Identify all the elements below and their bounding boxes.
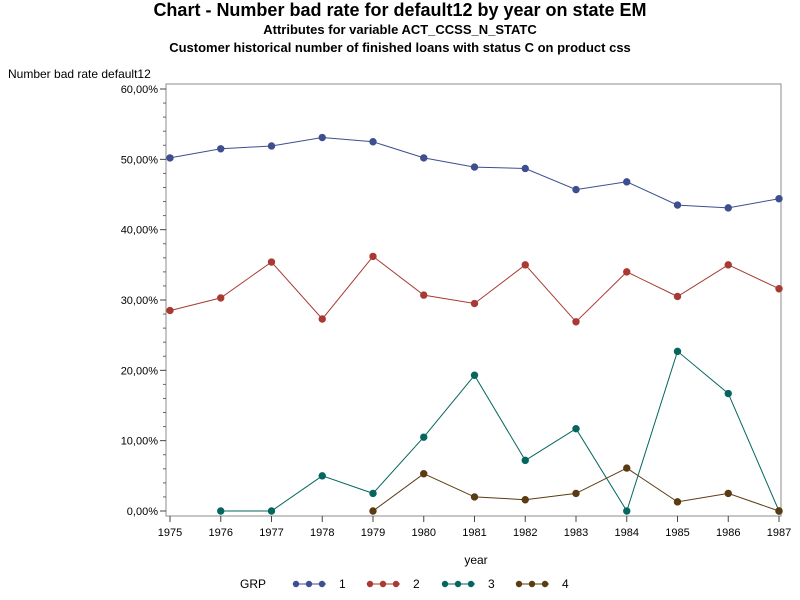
chart-subtitle-2: Customer historical number of finished l… xyxy=(169,40,631,55)
data-point xyxy=(623,178,631,186)
y-tick-label: 30,00% xyxy=(121,295,159,307)
data-point xyxy=(217,507,225,515)
x-tick-label: 1984 xyxy=(615,527,639,539)
data-point xyxy=(369,252,377,261)
legend-swatch xyxy=(441,580,475,588)
series-line xyxy=(220,350,780,513)
legend-swatch xyxy=(515,580,549,588)
legend-swatch xyxy=(292,580,326,588)
chart-subtitle-1: Attributes for variable ACT_CCSS_N_STATC xyxy=(263,22,537,37)
data-point xyxy=(470,493,479,501)
data-point xyxy=(267,258,276,266)
series-line xyxy=(169,255,780,323)
data-point xyxy=(470,163,479,171)
series-layer xyxy=(166,133,783,515)
data-point xyxy=(166,306,174,315)
data-point xyxy=(166,154,174,162)
x-tick-label: 1982 xyxy=(513,527,537,539)
data-point xyxy=(521,261,529,269)
x-tick-label: 1987 xyxy=(767,527,791,539)
data-point xyxy=(420,433,428,441)
x-tick-label: 1979 xyxy=(361,527,385,539)
data-point xyxy=(724,389,732,398)
series-line xyxy=(372,467,780,512)
data-point xyxy=(673,292,682,301)
data-point xyxy=(623,507,631,515)
data-point xyxy=(724,489,732,498)
x-tick-label: 1980 xyxy=(412,527,436,539)
data-point xyxy=(420,470,428,478)
data-point xyxy=(572,489,580,498)
legend-label: 1 xyxy=(339,577,346,591)
data-point xyxy=(217,145,225,153)
series-line xyxy=(169,136,780,209)
data-point xyxy=(420,291,428,299)
data-point xyxy=(724,261,732,269)
legend-label: 4 xyxy=(562,577,569,591)
legend-title: GRP xyxy=(240,577,267,591)
data-point xyxy=(775,285,783,293)
data-point xyxy=(775,195,783,203)
data-point xyxy=(775,507,783,515)
data-point xyxy=(369,138,377,146)
data-point xyxy=(673,347,682,356)
data-point xyxy=(470,299,479,308)
x-tick-label: 1986 xyxy=(716,527,740,539)
data-point xyxy=(572,425,580,433)
series-1 xyxy=(166,133,783,212)
x-tick-label: 1978 xyxy=(310,527,334,539)
x-tick-label: 1975 xyxy=(158,527,182,539)
data-point xyxy=(470,371,479,379)
y-tick-label: 40,00% xyxy=(121,225,159,237)
x-tick-label: 1985 xyxy=(665,527,689,539)
data-point xyxy=(267,507,276,515)
y-tick-label: 50,00% xyxy=(121,154,159,166)
data-point xyxy=(572,185,580,194)
y-tick-label: 10,00% xyxy=(121,436,159,448)
x-tick-label: 1977 xyxy=(259,527,283,539)
data-point xyxy=(521,456,529,465)
data-point xyxy=(267,142,276,150)
data-point xyxy=(420,154,428,162)
series-4 xyxy=(369,464,783,515)
axes: 0,00% 10,00% 20,00% 30,00% 40,00% 50,00% 60,00… xyxy=(121,83,791,539)
data-point xyxy=(572,318,580,326)
legend-label: 3 xyxy=(488,577,495,591)
y-tick-label: 60,00% xyxy=(121,84,159,96)
data-point xyxy=(369,489,377,498)
x-tick-label: 1981 xyxy=(462,527,486,539)
data-point xyxy=(369,507,377,515)
data-point xyxy=(673,201,682,209)
data-point xyxy=(724,204,732,212)
data-point xyxy=(623,464,631,472)
data-point xyxy=(318,472,326,480)
data-point xyxy=(623,268,631,276)
x-axis-label: year xyxy=(464,553,487,567)
y-axis-label: Number bad rate default12 xyxy=(8,67,151,81)
x-tick-label: 1983 xyxy=(564,527,588,539)
data-point xyxy=(318,315,326,323)
y-tick-label: 0,00% xyxy=(127,506,158,518)
data-point xyxy=(217,294,225,302)
data-point xyxy=(521,164,529,173)
series-3 xyxy=(217,347,783,515)
legend-label: 2 xyxy=(413,577,420,591)
x-tick-label: 1976 xyxy=(209,527,233,539)
y-tick-label: 20,00% xyxy=(121,365,159,377)
chart-title: Chart - Number bad rate for default12 by… xyxy=(153,0,647,20)
legend-swatch xyxy=(366,580,400,588)
data-point xyxy=(673,498,682,506)
data-point xyxy=(318,133,326,142)
series-2 xyxy=(166,252,783,326)
data-point xyxy=(521,496,529,504)
